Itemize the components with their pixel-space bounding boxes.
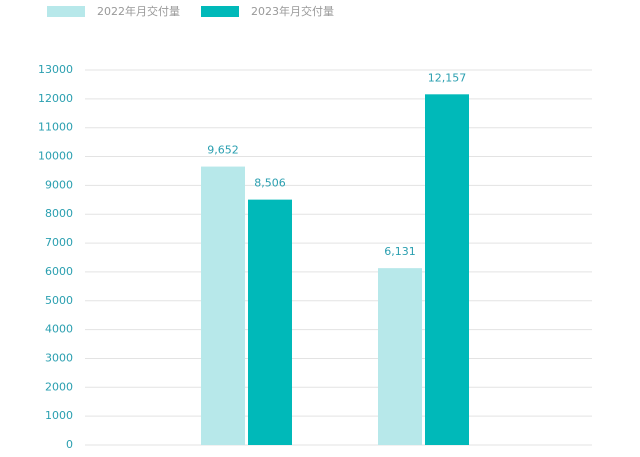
legend-swatch [47,6,85,17]
y-tick-label: 0 [66,438,73,451]
value-label: 12,157 [428,71,467,84]
y-tick-label: 1000 [45,409,73,422]
bar [201,166,245,446]
legend-swatch [201,6,239,17]
value-label: 9,652 [207,144,239,157]
y-tick-label: 5000 [45,294,73,307]
y-tick-label: 13000 [38,63,73,76]
y-tick-label: 4000 [45,323,73,336]
y-tick-label: 9000 [45,178,73,191]
y-tick-label: 7000 [45,236,73,249]
y-tick-label: 8000 [45,207,73,220]
value-label: 6,131 [384,245,416,258]
y-tick-label: 2000 [45,380,73,393]
bar [378,268,422,445]
y-tick-label: 12000 [38,92,73,105]
bar [425,94,469,445]
value-label: 8,506 [254,177,286,190]
y-tick-label: 10000 [38,150,73,163]
y-tick-label: 6000 [45,265,73,278]
bar [248,199,292,445]
y-tick-label: 3000 [45,351,73,364]
y-tick-label: 11000 [38,121,73,134]
legend-label: 2023年月交付量 [251,4,334,18]
legend-label: 2022年月交付量 [97,4,180,18]
